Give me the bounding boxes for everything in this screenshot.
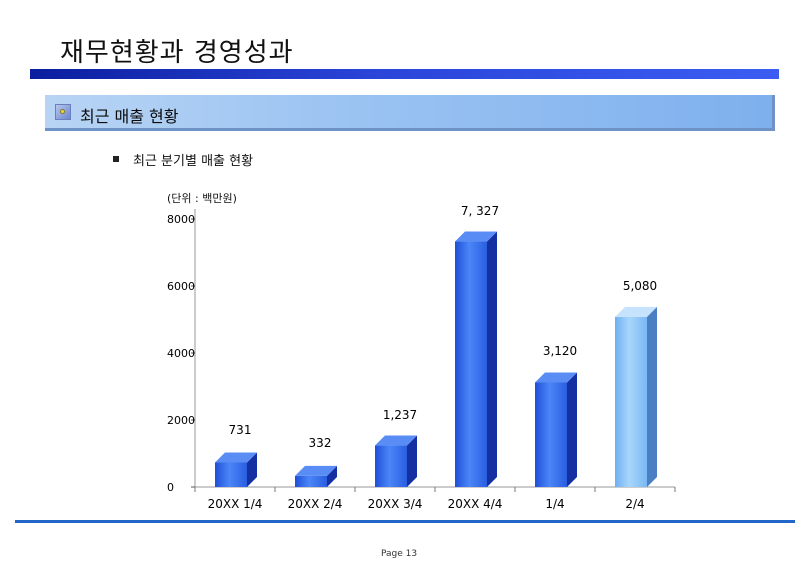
bar: [455, 231, 497, 487]
bar: [295, 465, 337, 487]
y-tick-label: 0: [167, 481, 174, 494]
bar-front: [295, 475, 327, 487]
bar-top: [455, 231, 497, 242]
data-label: 7, 327: [460, 203, 500, 218]
bar: [615, 306, 657, 487]
bar-side: [487, 231, 497, 487]
bar-side: [407, 435, 417, 487]
bar-front: [375, 445, 407, 487]
data-label: 5,080: [622, 278, 658, 293]
data-label: 731: [228, 422, 252, 437]
data-label: 332: [308, 435, 332, 450]
y-tick-label: 4000: [167, 347, 195, 360]
bar-top: [375, 435, 417, 446]
page-title: 재무현황과 경영성과: [60, 38, 294, 68]
x-tick-label: 20XX 4/4: [447, 497, 503, 511]
bar-front: [215, 462, 247, 487]
bar-side: [327, 465, 337, 487]
section-title: 최근 매출 현황: [80, 107, 179, 126]
bar-side: [247, 452, 257, 487]
x-tick-label: 1/4: [545, 497, 565, 511]
bar: [215, 452, 257, 487]
bar: [535, 372, 577, 487]
x-tick-label: 20XX 3/4: [367, 497, 423, 511]
bar-top: [215, 452, 257, 463]
square-bullet-icon: [113, 156, 119, 162]
footer-divider: [15, 520, 795, 523]
section-bullet-icon: [55, 104, 71, 120]
data-label: 3,120: [542, 344, 578, 359]
y-tick-label: 8000: [167, 213, 195, 226]
data-label: 1,237: [382, 407, 418, 422]
bar-front: [535, 382, 567, 487]
bar-side: [567, 372, 577, 487]
x-tick-label: 2/4: [625, 497, 645, 511]
y-tick-label: 6000: [167, 280, 195, 293]
bar-top: [615, 306, 657, 317]
unit-label: (단위 : 백만원): [167, 192, 237, 205]
bar-top: [535, 372, 577, 383]
bar-front: [615, 316, 647, 487]
y-tick-label: 2000: [167, 414, 195, 427]
bar-side: [647, 306, 657, 487]
page-number: Page 13: [381, 549, 418, 559]
title-underline-bar: [30, 69, 779, 79]
bar: [375, 435, 417, 487]
chart-subtitle: 최근 분기별 매출 현황: [133, 154, 254, 169]
x-tick-label: 20XX 1/4: [207, 497, 263, 511]
x-tick-label: 20XX 2/4: [287, 497, 343, 511]
bar-front: [455, 241, 487, 487]
bar-top: [295, 465, 337, 476]
section-header: 최근 매출 현황: [45, 95, 775, 131]
